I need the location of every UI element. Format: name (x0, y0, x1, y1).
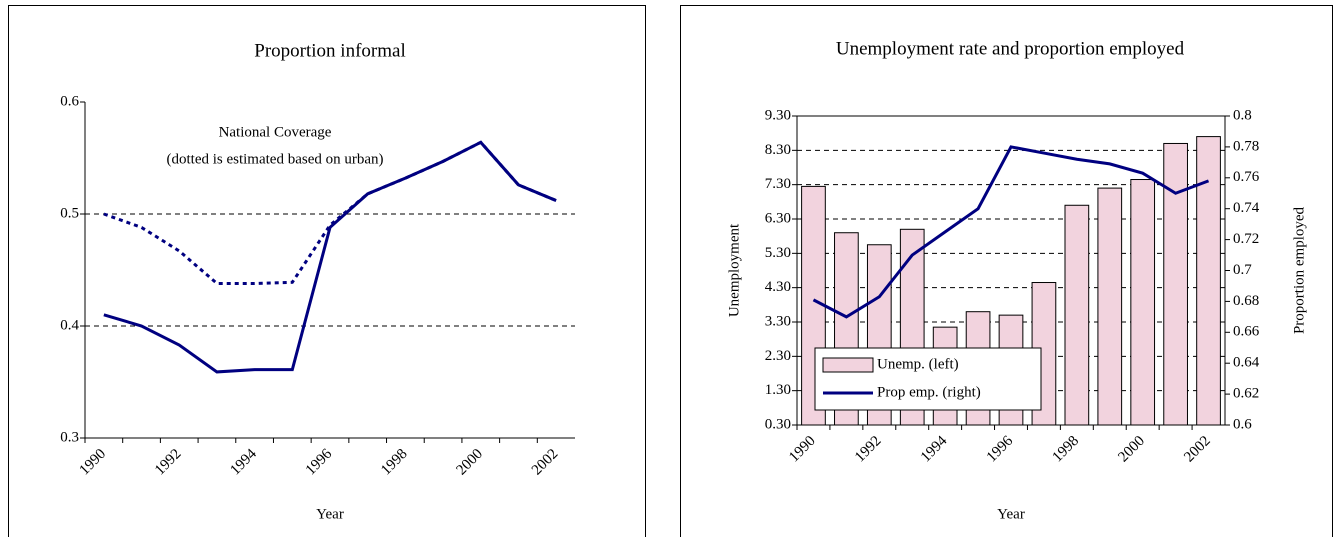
y2-tick-label: 0.64 (1233, 355, 1260, 371)
bar (1064, 204, 1090, 426)
y-tick-label: 9.30 (765, 107, 791, 123)
y-tick-label: 7.30 (765, 176, 791, 192)
y2-tick-label: 0.68 (1233, 293, 1259, 309)
y-tick-label: 3.30 (765, 313, 791, 329)
y2-tick-label: 0.78 (1233, 138, 1259, 154)
x-tick-label: 1996 (303, 446, 336, 479)
y-tick-label: 6.30 (765, 210, 791, 226)
legend-label: Prop emp. (right) (877, 384, 981, 400)
x-axis-title: Year (997, 506, 1025, 522)
x-tick-label: 2002 (529, 446, 562, 479)
line (103, 140, 557, 374)
x-tick-label: 1990 (786, 433, 819, 466)
x-tick-label: 1994 (227, 446, 260, 479)
y-tick-label: 0.5 (60, 205, 79, 221)
panel-frame (680, 5, 1333, 537)
x-tick-label: 2000 (454, 446, 487, 479)
x-tick-label: 1990 (77, 446, 110, 479)
bar (1130, 179, 1156, 426)
y-tick-label: 1.30 (765, 382, 791, 398)
y2-tick-label: 0.7 (1233, 262, 1252, 278)
annotation: National Coverage (219, 124, 332, 140)
bar (1097, 187, 1123, 426)
y-tick-label: 4.30 (765, 279, 791, 295)
y-tick-label: 0.3 (60, 429, 79, 445)
y-axis-title: Unemployment (726, 223, 742, 317)
y2-axis-title: Proportion employed (1291, 206, 1307, 334)
x-tick-label: 1996 (984, 433, 1017, 466)
chart-title: Unemployment rate and proportion employe… (836, 38, 1185, 59)
x-axis-title: Year (316, 506, 344, 522)
y-tick-label: 2.30 (765, 348, 791, 364)
y2-tick-label: 0.8 (1233, 107, 1252, 123)
legend-swatch (822, 357, 874, 373)
x-tick-label: 1998 (378, 446, 411, 479)
x-tick-label: 1994 (918, 433, 951, 466)
bar (1196, 136, 1221, 426)
y2-tick-label: 0.74 (1233, 200, 1260, 216)
chart-title: Proportion informal (254, 40, 405, 61)
x-tick-label: 1998 (1050, 433, 1083, 466)
legend-label: Unemp. (left) (877, 356, 959, 372)
y2-tick-label: 0.62 (1233, 386, 1259, 402)
x-tick-label: 1992 (152, 446, 185, 479)
y2-tick-label: 0.66 (1233, 324, 1260, 340)
y2-tick-label: 0.6 (1233, 416, 1252, 432)
y-tick-label: 0.30 (765, 416, 791, 432)
x-tick-label: 2002 (1181, 433, 1214, 466)
panel-frame (8, 5, 646, 537)
x-tick-label: 2000 (1115, 433, 1148, 466)
y-tick-label: 8.30 (765, 142, 791, 158)
line (103, 140, 557, 285)
y-tick-label: 5.30 (765, 245, 791, 261)
y2-tick-label: 0.76 (1233, 169, 1260, 185)
annotation: (dotted is estimated based on urban) (166, 151, 383, 167)
line (812, 145, 1210, 319)
y2-tick-label: 0.72 (1233, 231, 1259, 247)
y-tick-label: 0.6 (60, 93, 79, 109)
y-tick-label: 0.4 (60, 317, 79, 333)
bar (1163, 142, 1188, 426)
x-tick-label: 1992 (852, 433, 885, 466)
